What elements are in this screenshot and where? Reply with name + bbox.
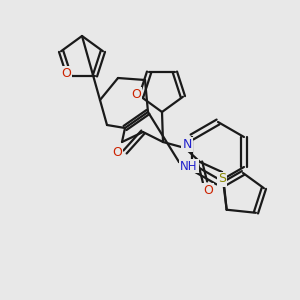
Text: O: O <box>203 184 213 196</box>
Text: O: O <box>61 67 71 80</box>
Text: S: S <box>218 172 226 185</box>
Text: O: O <box>131 88 141 101</box>
Text: NH: NH <box>180 160 198 172</box>
Text: O: O <box>112 146 122 158</box>
Text: N: N <box>182 137 192 151</box>
